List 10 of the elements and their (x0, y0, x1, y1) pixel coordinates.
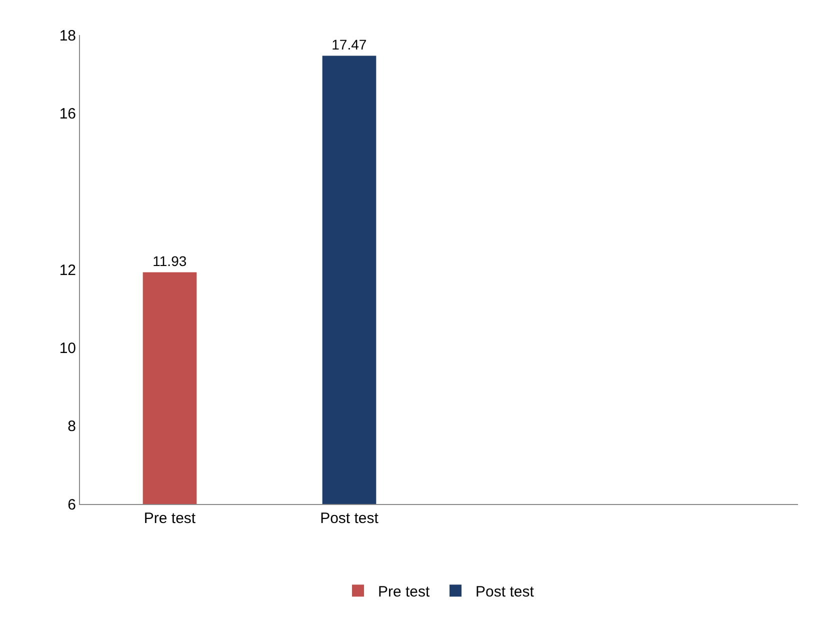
y-tick-label: 18 (59, 27, 76, 44)
y-tick-label: 8 (68, 418, 76, 436)
y-tick-label: 16 (59, 105, 76, 122)
y-tick-label: 10 (59, 340, 76, 357)
data-label: 11.93 (152, 253, 187, 270)
y-tick-label: 6 (68, 496, 76, 514)
data-label: 17.47 (332, 36, 367, 53)
legend-label: Post test (476, 583, 535, 600)
legend-label: Pre test (378, 583, 431, 600)
y-tick-label: 12 (59, 262, 76, 279)
